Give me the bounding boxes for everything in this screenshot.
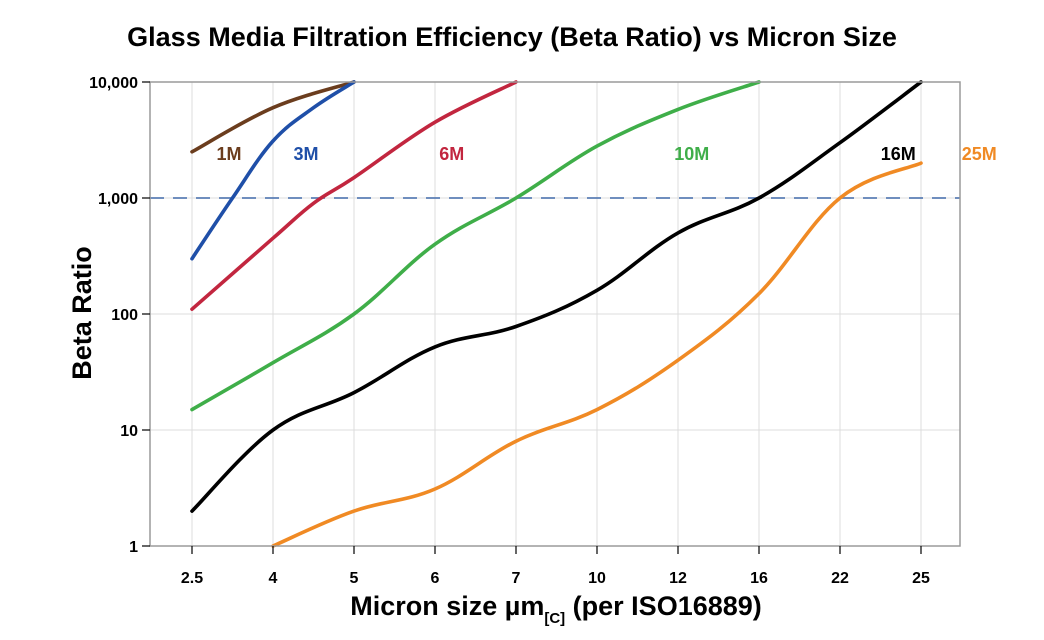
y-tick-label-3: 1,000 xyxy=(98,191,138,208)
gridlines xyxy=(150,81,960,547)
x-tick-label-2: 5 xyxy=(350,570,359,587)
series-labels: 1M 3M 6M 10M 16M 25M xyxy=(217,144,997,164)
y-tick-label-0: 1 xyxy=(129,539,138,556)
x-axis-ticks: 2.5 4 5 6 7 10 12 16 22 25 xyxy=(181,546,930,587)
x-tick-label-0: 2.5 xyxy=(181,570,203,587)
series-line-10m xyxy=(190,80,761,412)
series-lines xyxy=(190,80,923,548)
series-label-6m: 6M xyxy=(439,144,464,164)
x-tick-label-3: 6 xyxy=(431,570,440,587)
series-label-10m: 10M xyxy=(674,144,709,164)
chart-title: Glass Media Filtration Efficiency (Beta … xyxy=(127,22,897,52)
series-label-3m: 3M xyxy=(294,144,319,164)
x-axis-label-subscript: [C] xyxy=(544,610,565,627)
y-tick-label-4: 10,000 xyxy=(89,75,138,92)
x-tick-label-9: 25 xyxy=(912,570,930,587)
series-line-16m xyxy=(190,80,923,513)
series-line-3m xyxy=(190,80,356,261)
series-line-1m xyxy=(190,80,356,154)
y-tick-label-1: 10 xyxy=(120,423,138,440)
series-line-6m xyxy=(190,80,518,311)
y-axis-ticks: 1 10 100 1,000 10,000 xyxy=(89,75,150,556)
x-tick-label-8: 22 xyxy=(831,570,849,587)
series-label-16m: 16M xyxy=(881,144,916,164)
y-axis-label: Beta Ratio xyxy=(67,246,97,380)
x-axis-label-main: Micron size µm xyxy=(350,591,544,621)
x-tick-label-7: 16 xyxy=(750,570,768,587)
x-tick-label-4: 7 xyxy=(512,570,521,587)
x-tick-label-6: 12 xyxy=(669,570,687,587)
x-axis-label-tail: (per ISO16889) xyxy=(565,591,762,621)
series-line-25m xyxy=(271,161,923,548)
series-label-1m: 1M xyxy=(217,144,242,164)
x-axis-label: Micron size µm[C] (per ISO16889) xyxy=(350,591,762,627)
series-label-25m: 25M xyxy=(962,144,997,164)
x-tick-label-5: 10 xyxy=(588,570,606,587)
x-tick-label-1: 4 xyxy=(269,570,278,587)
y-tick-label-2: 100 xyxy=(111,307,138,324)
